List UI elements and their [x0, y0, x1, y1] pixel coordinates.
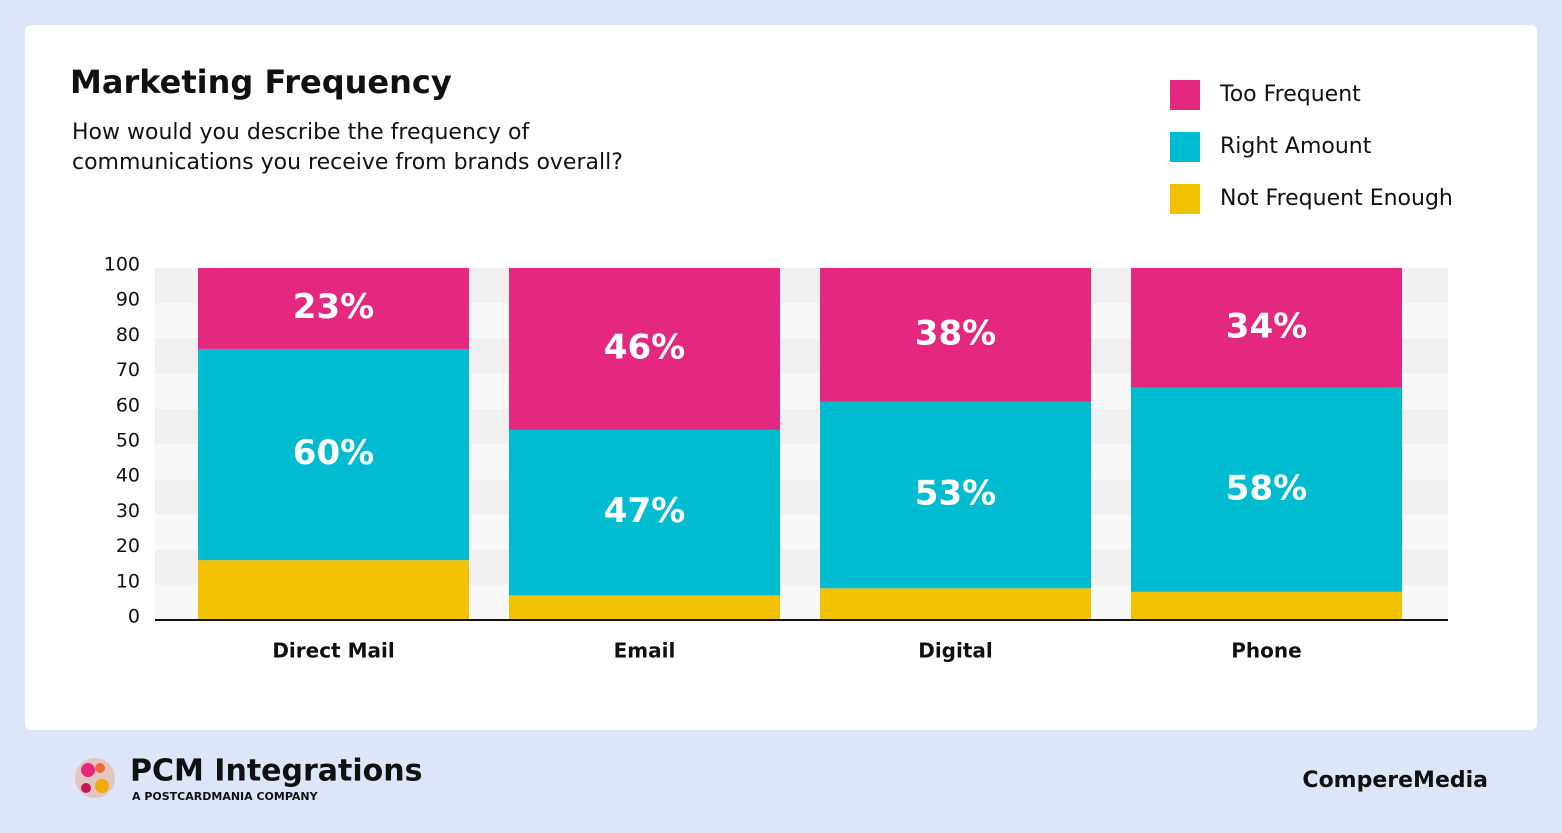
x-tick-label: Digital: [918, 639, 993, 663]
y-tick-label: 10: [116, 570, 140, 592]
plot: 0 10 20 30 40 50 60 70 80 90 100 60% 23% Direct Mail 4…: [104, 80, 1453, 663]
legend-label: Not Frequent Enough: [1220, 186, 1453, 211]
bar-segment: [198, 348, 469, 561]
partner: CompereMedia: [1302, 768, 1488, 793]
y-tick-label: 80: [116, 324, 140, 346]
x-tick-label: Phone: [1231, 639, 1301, 663]
legend-label: Too Frequent: [1219, 82, 1361, 107]
data-label: 23%: [293, 287, 374, 327]
y-tick-label: 0: [128, 606, 140, 628]
bar-segment: [1131, 387, 1402, 592]
data-label: 34%: [1226, 306, 1307, 346]
y-tick-label: 20: [116, 535, 140, 557]
bar-segment: [1131, 268, 1402, 388]
legend-swatch: [1170, 132, 1200, 162]
bar-segment: [820, 588, 1091, 620]
bar-segment: [509, 268, 780, 430]
y-tick-label: 90: [116, 289, 140, 311]
tagline: A POSTCARDMANIA COMPANY: [132, 790, 319, 803]
bar-segment: [820, 268, 1091, 402]
data-label: 47%: [604, 491, 685, 531]
subtitle: How would you describe the frequency of: [72, 120, 530, 145]
bar-segment: [509, 429, 780, 596]
x-tick-label: Direct Mail: [272, 639, 394, 663]
y-tick-label: 70: [116, 359, 140, 381]
data-label: 46%: [604, 327, 685, 367]
chart-title: Marketing Frequency: [70, 63, 452, 101]
y-tick-label: 30: [116, 500, 140, 522]
subtitle: communications you receive from brands o…: [72, 150, 623, 175]
bar-segment: [820, 401, 1091, 589]
bar-segment: [509, 595, 780, 620]
bar-segment: [1131, 591, 1402, 620]
y-tick-label: 50: [116, 430, 140, 452]
data-label: 58%: [1226, 468, 1307, 508]
data-label: 38%: [915, 313, 996, 353]
x-tick-label: Email: [614, 639, 676, 663]
y-tick-label: 60: [116, 394, 140, 416]
y-tick-label: 40: [116, 465, 140, 487]
legend-swatch: [1170, 80, 1200, 110]
legend-swatch: [1170, 184, 1200, 214]
legend-label: Right Amount: [1220, 134, 1372, 159]
brand: PCM Integrations: [130, 754, 422, 789]
bar-segment: [198, 268, 469, 349]
data-label: 53%: [915, 474, 996, 514]
y-tick-label: 100: [104, 254, 140, 276]
bar-segment: [198, 560, 469, 620]
data-label: 60%: [293, 433, 374, 473]
logo: [75, 758, 115, 798]
